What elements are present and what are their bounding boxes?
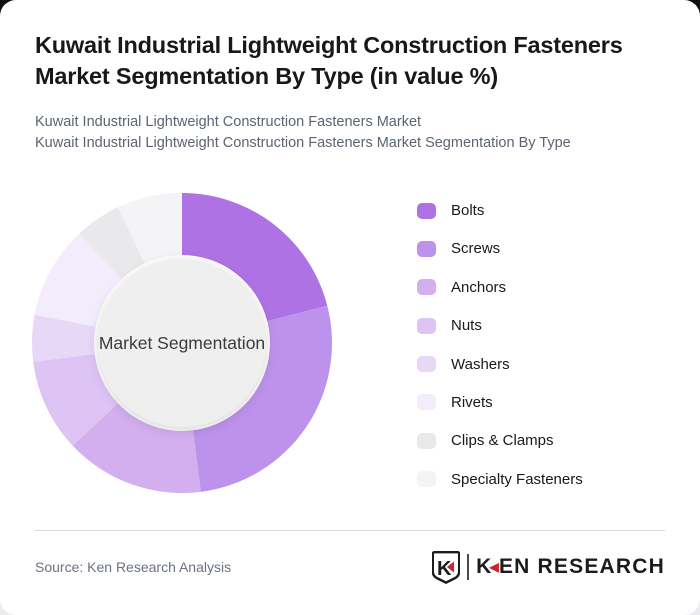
badge-red-arrow-icon (447, 561, 455, 572)
legend-item-nuts[interactable]: Nuts (417, 315, 583, 336)
donut-center-label: Market Segmentation (99, 333, 265, 353)
legend-swatch-icon (417, 432, 436, 449)
donut-segments (32, 193, 332, 493)
ken-research-wordmark: K ◀ EN RESEARCH (476, 555, 665, 579)
legend-swatch-icon (417, 356, 436, 373)
ken-research-badge-icon: K (432, 550, 461, 584)
donut-segment-washers[interactable] (32, 314, 96, 362)
wordmark-red-arrow-icon: ◀ (489, 560, 500, 574)
donut-segment-anchors[interactable] (72, 403, 201, 493)
donut-segment-nuts[interactable] (33, 354, 118, 446)
ken-research-logo: K K ◀ EN RESEARCH (432, 550, 665, 584)
legend-label: Washers (451, 355, 510, 373)
donut-chart: Market Segmentation (32, 193, 332, 493)
wordmark-rest: EN RESEARCH (498, 555, 665, 578)
source-note: Source: Ken Research Analysis (35, 559, 232, 575)
legend-label: Bolts (451, 202, 485, 219)
legend-label: Rivets (451, 393, 493, 411)
footer: Source: Ken Research Analysis K K ◀ EN R… (35, 542, 665, 592)
chart-subtitle-line-2: Kuwait Industrial Lightweight Constructi… (35, 135, 571, 151)
legend-item-specialty-fasteners[interactable]: Specialty Fasteners (417, 469, 583, 490)
legend-item-anchors[interactable]: Anchors (417, 277, 583, 298)
badge-letter: K (437, 558, 452, 580)
chart-subtitles: Kuwait Industrial Lightweight Constructi… (35, 112, 675, 154)
legend-swatch-icon (417, 317, 436, 334)
logo-separator (467, 554, 470, 580)
chart-subtitle-line-1: Kuwait Industrial Lightweight Constructi… (35, 114, 422, 130)
legend-swatch-icon (417, 394, 436, 411)
donut-segment-rivets[interactable] (34, 233, 122, 327)
legend-swatch-icon (417, 471, 436, 488)
legend-item-rivets[interactable]: Rivets (417, 392, 583, 413)
legend-item-clips-clamps[interactable]: Clips & Clamps (417, 430, 583, 451)
wordmark-k: K (476, 555, 493, 578)
chart-legend: Bolts Screws Anchors Nuts Washers Rivets Clips… (417, 200, 583, 507)
legend-label: Anchors (451, 278, 507, 296)
donut-segment-clips-clamps[interactable] (79, 207, 145, 279)
donut-segment-screws[interactable] (193, 305, 332, 492)
legend-label: Specialty Fasteners (451, 470, 583, 488)
legend-swatch-icon (417, 202, 436, 219)
donut-segment-specialty-fasteners[interactable] (118, 193, 182, 264)
donut-segment-bolts[interactable] (182, 193, 328, 322)
footer-divider (35, 530, 665, 531)
donut-center-circle (98, 259, 266, 427)
page-title-line-1: Kuwait Industrial Lightweight Constructi… (35, 32, 623, 58)
page-title: Kuwait Industrial Lightweight Constructi… (35, 30, 685, 93)
legend-label: Screws (451, 240, 501, 258)
page-title-line-2: Market Segmentation By Type (in value %) (35, 63, 498, 90)
legend-swatch-icon (417, 279, 436, 296)
donut-chart-svg: Market Segmentation (32, 193, 332, 493)
legend-item-screws[interactable]: Screws (417, 238, 583, 259)
legend-swatch-icon (417, 240, 436, 257)
legend-item-washers[interactable]: Washers (417, 354, 583, 375)
legend-label: Nuts (451, 317, 482, 335)
legend-label: Clips & Clamps (451, 432, 554, 450)
legend-item-bolts[interactable]: Bolts (417, 200, 583, 221)
